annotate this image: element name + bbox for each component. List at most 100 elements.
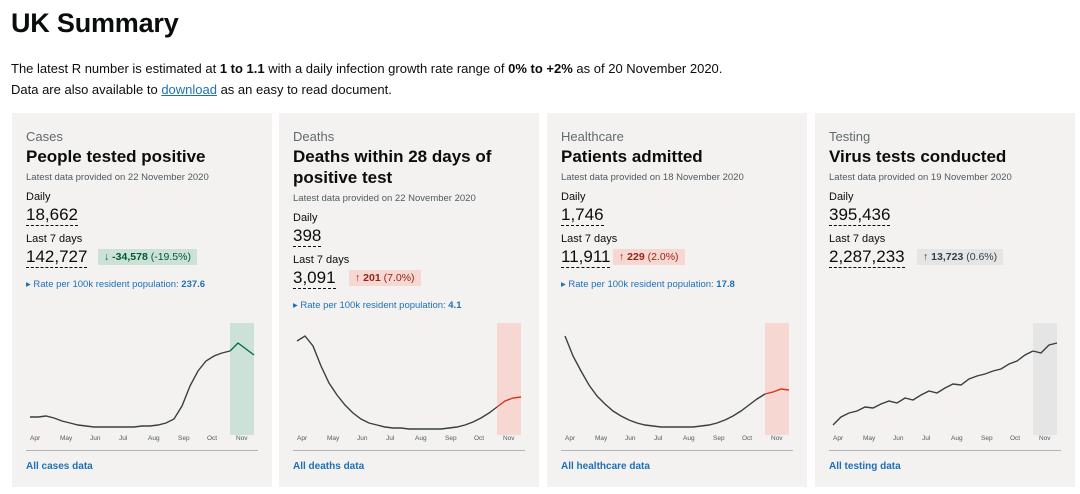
month-tick-label: Jul <box>922 435 931 442</box>
trend-line <box>832 350 1034 426</box>
rate-label: ▸ Rate per 100k resident population: <box>26 279 182 290</box>
month-tick-label: Apr <box>833 435 844 442</box>
month-tick-label: Aug <box>148 435 160 442</box>
all-data-link[interactable]: All healthcare data <box>561 461 650 472</box>
trend-line-recent <box>496 396 522 408</box>
download-link[interactable]: download <box>161 82 217 97</box>
change-value: 13,723 <box>931 251 964 263</box>
rate-per-100k-toggle[interactable]: ▸ Rate per 100k resident population: 17.… <box>561 279 735 290</box>
month-tick-label: Aug <box>951 435 963 442</box>
month-tick-label: Apr <box>565 435 576 442</box>
card-heading: Deaths within 28 days of positive test <box>293 147 492 187</box>
trend-line-recent <box>1032 342 1058 354</box>
trend-line-recent <box>229 342 255 356</box>
month-tick-label: Sep <box>445 435 457 442</box>
month-tick-label: Jul <box>386 435 395 442</box>
card-category: Healthcare <box>561 129 624 144</box>
month-tick-label: Apr <box>297 435 308 442</box>
card-divider <box>829 450 1061 451</box>
last-7-days-highlight <box>765 323 789 435</box>
last-7-days-highlight <box>1033 323 1057 435</box>
month-axis: Apr May Jun Jul Aug Sep Oct Nov <box>561 435 793 447</box>
rate-per-100k-toggle[interactable]: ▸ Rate per 100k resident population: 237… <box>26 279 205 290</box>
last-7-days-label: Last 7 days <box>26 233 83 245</box>
month-axis: Apr May Jun Jul Aug Sep Oct Nov <box>829 435 1061 447</box>
change-arrow-icon: ↑ <box>619 251 625 263</box>
daily-value[interactable]: 398 <box>293 226 322 247</box>
change-badge: ↑ 13,723 (0.6%) <box>917 249 1004 265</box>
daily-value[interactable]: 395,436 <box>829 205 891 226</box>
all-data-link[interactable]: All deaths data <box>293 461 365 472</box>
last-updated: Latest data provided on 19 November 2020 <box>829 172 1012 183</box>
month-tick-label: Jul <box>654 435 663 442</box>
rate-value: 17.8 <box>716 279 735 290</box>
last-updated: Latest data provided on 22 November 2020 <box>26 172 209 183</box>
last-7-days-highlight <box>497 323 521 435</box>
trend-sparkline <box>296 323 522 435</box>
card-category: Testing <box>829 129 871 144</box>
change-arrow-icon: ↑ <box>355 272 361 284</box>
month-tick-label: Aug <box>415 435 427 442</box>
change-badge: ↓ -34,578 (-19.5%) <box>98 249 197 265</box>
month-tick-label: May <box>595 435 608 442</box>
card-divider <box>561 450 793 451</box>
daily-label: Daily <box>561 191 586 203</box>
last-7-days-label: Last 7 days <box>829 233 886 245</box>
month-axis: Apr May Jun Jul Aug Sep Oct Nov <box>293 435 525 447</box>
change-badge: ↑ 201 (7.0%) <box>349 270 421 286</box>
intro-text: The latest R number is estimated at 1 to… <box>11 58 722 100</box>
all-data-link[interactable]: All testing data <box>829 461 901 472</box>
last-7-days-value[interactable]: 3,091 <box>293 268 336 289</box>
rate-value: 4.1 <box>448 300 462 311</box>
month-tick-label: Nov <box>771 435 783 442</box>
r-number-value: 1 to 1.1 <box>219 61 265 76</box>
card-divider <box>26 450 258 451</box>
trend-sparkline <box>564 323 790 435</box>
download-sentence: Data are also available to download as a… <box>11 82 392 97</box>
last-updated: Latest data provided on 18 November 2020 <box>561 172 744 183</box>
last-7-days-value[interactable]: 2,287,233 <box>829 247 905 268</box>
summary-card-cases: Cases People tested positive Latest data p… <box>12 113 272 487</box>
rate-value: 237.6 <box>181 279 206 290</box>
daily-label: Daily <box>293 212 318 224</box>
month-tick-label: Jul <box>119 435 128 442</box>
month-tick-label: May <box>863 435 876 442</box>
rate-per-100k-toggle[interactable]: ▸ Rate per 100k resident population: 4.1 <box>293 300 462 311</box>
month-tick-label: Sep <box>178 435 190 442</box>
card-heading: People tested positive <box>26 147 206 166</box>
trend-sparkline <box>832 323 1058 435</box>
month-tick-label: May <box>60 435 73 442</box>
card-divider <box>293 450 525 451</box>
change-badge: ↑ 229 (2.0%) <box>613 249 685 265</box>
change-percent: (7.0%) <box>383 272 415 284</box>
card-category: Deaths <box>293 129 335 144</box>
rate-label: ▸ Rate per 100k resident population: <box>293 300 449 311</box>
card-heading: Virus tests conducted <box>829 147 1007 166</box>
trend-line <box>296 335 498 430</box>
summary-card-deaths: Deaths Deaths within 28 days of positive … <box>279 113 539 487</box>
trend-line <box>30 350 231 428</box>
daily-value[interactable]: 18,662 <box>26 205 78 226</box>
month-tick-label: Oct <box>207 435 218 442</box>
r-number-sentence: The latest R number is estimated at 1 to… <box>11 61 723 76</box>
change-percent: (0.6%) <box>966 251 998 263</box>
month-tick-label: Jun <box>625 435 636 442</box>
daily-value[interactable]: 1,746 <box>561 205 604 226</box>
page-title: UK Summary <box>11 8 179 38</box>
daily-label: Daily <box>829 191 854 203</box>
last-7-days-value[interactable]: 142,727 <box>26 247 88 268</box>
month-tick-label: May <box>327 435 340 442</box>
month-tick-label: Jun <box>357 435 368 442</box>
last-7-days-value[interactable]: 11,911 <box>561 247 611 268</box>
month-tick-label: Sep <box>981 435 993 442</box>
change-value: -34,578 <box>112 251 148 263</box>
month-axis: Apr May Jun Jul Aug Sep Oct Nov <box>26 435 258 447</box>
trend-sparkline <box>30 323 255 435</box>
change-percent: (-19.5%) <box>150 251 191 263</box>
last-7-days-label: Last 7 days <box>293 254 350 266</box>
all-data-link[interactable]: All cases data <box>26 461 93 472</box>
summary-card-healthcare: Healthcare Patients admitted Latest data p… <box>547 113 807 487</box>
month-tick-label: Oct <box>742 435 753 442</box>
rate-label: ▸ Rate per 100k resident population: <box>561 279 717 290</box>
month-tick-label: Apr <box>30 435 41 442</box>
